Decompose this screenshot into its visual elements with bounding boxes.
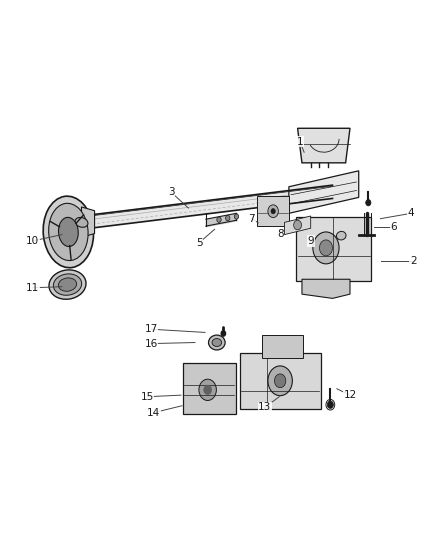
- Text: 10: 10: [26, 236, 39, 246]
- Text: 8: 8: [277, 229, 283, 239]
- Text: 15: 15: [140, 392, 154, 402]
- FancyBboxPatch shape: [240, 353, 321, 409]
- Circle shape: [226, 215, 230, 221]
- Text: 9: 9: [307, 236, 314, 246]
- Ellipse shape: [49, 270, 86, 299]
- Text: 17: 17: [145, 324, 158, 334]
- Text: 3: 3: [168, 187, 174, 197]
- Circle shape: [313, 232, 339, 264]
- Circle shape: [327, 401, 333, 408]
- Text: 1: 1: [297, 136, 303, 147]
- Circle shape: [319, 240, 332, 256]
- Ellipse shape: [208, 335, 225, 350]
- Text: 16: 16: [145, 338, 158, 349]
- Circle shape: [234, 214, 239, 219]
- Text: 5: 5: [196, 238, 203, 247]
- FancyBboxPatch shape: [183, 364, 236, 414]
- Circle shape: [217, 217, 221, 222]
- Circle shape: [275, 374, 286, 387]
- Polygon shape: [289, 171, 359, 213]
- Polygon shape: [297, 128, 350, 163]
- Circle shape: [199, 379, 216, 400]
- Text: 7: 7: [248, 214, 255, 224]
- Circle shape: [204, 385, 212, 394]
- FancyBboxPatch shape: [262, 335, 303, 358]
- Text: 2: 2: [410, 256, 417, 266]
- Text: 13: 13: [258, 402, 272, 413]
- Circle shape: [271, 208, 276, 214]
- Ellipse shape: [336, 231, 346, 240]
- Polygon shape: [90, 185, 332, 228]
- Ellipse shape: [43, 196, 94, 268]
- Circle shape: [366, 199, 371, 206]
- Ellipse shape: [212, 338, 222, 346]
- Circle shape: [221, 331, 226, 336]
- Ellipse shape: [59, 217, 78, 247]
- Ellipse shape: [75, 217, 88, 227]
- Polygon shape: [302, 279, 350, 298]
- Polygon shape: [81, 207, 95, 237]
- Ellipse shape: [58, 278, 77, 291]
- Circle shape: [268, 205, 279, 217]
- Ellipse shape: [53, 274, 81, 295]
- FancyBboxPatch shape: [296, 216, 371, 281]
- FancyBboxPatch shape: [258, 196, 289, 226]
- Ellipse shape: [49, 203, 88, 261]
- Text: 11: 11: [26, 283, 39, 293]
- Text: 6: 6: [390, 222, 397, 232]
- Text: 12: 12: [343, 390, 357, 400]
- Circle shape: [268, 366, 292, 395]
- Circle shape: [293, 220, 301, 230]
- Text: 14: 14: [147, 408, 160, 418]
- Polygon shape: [285, 216, 311, 235]
- Text: 4: 4: [408, 208, 414, 219]
